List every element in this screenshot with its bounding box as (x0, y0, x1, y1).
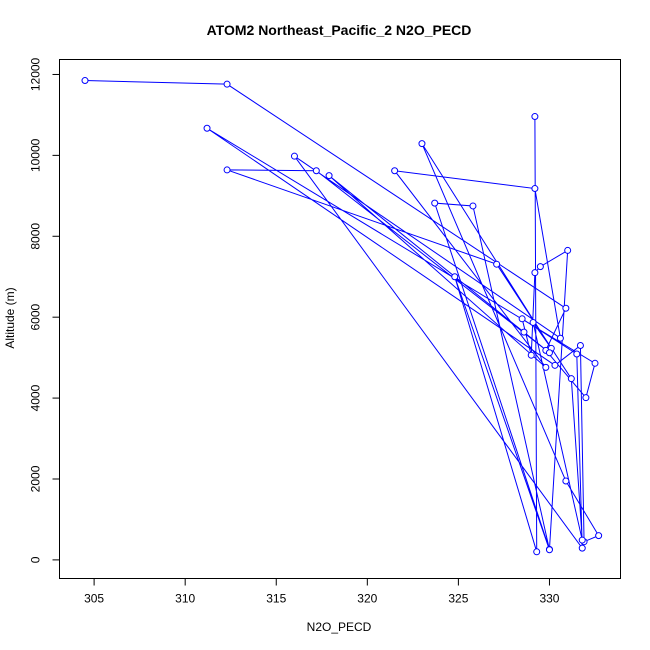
series-layer (81, 77, 603, 556)
y-tick-label: 8000 (29, 223, 43, 250)
data-point (536, 263, 544, 271)
data-point (564, 246, 572, 254)
y-tick-label: 4000 (29, 384, 43, 411)
data-point (576, 342, 584, 349)
data-point (223, 80, 231, 88)
y-tick-label: 2000 (29, 465, 43, 492)
data-point (578, 544, 586, 552)
data-point (312, 167, 320, 175)
data-point (493, 260, 501, 268)
data-point (527, 351, 535, 359)
chart-title: ATOM2 Northeast_Pacific_2 N2O_PECD (207, 22, 472, 38)
data-point (533, 548, 541, 556)
data-point (562, 477, 570, 485)
x-tick-label: 310 (175, 592, 195, 606)
data-point (529, 318, 537, 326)
data-point (223, 166, 231, 174)
x-axis: 305 310 315 320 325 330 (84, 578, 560, 606)
data-point (531, 185, 539, 193)
y-tick-label: 0 (29, 556, 43, 563)
data-point (556, 334, 564, 342)
data-point (81, 77, 89, 85)
data-point (578, 536, 586, 544)
data-point (545, 546, 553, 554)
x-tick-label: 320 (357, 592, 377, 606)
data-point (290, 152, 298, 160)
data-point (469, 202, 477, 210)
data-point (531, 269, 539, 277)
data-point (545, 349, 553, 357)
data-point (551, 361, 559, 369)
data-point (567, 375, 575, 383)
data-point (391, 167, 399, 175)
data-point (203, 124, 211, 132)
data-point (325, 172, 333, 180)
x-tick-label: 315 (266, 592, 286, 606)
x-tick-label: 330 (539, 592, 559, 606)
y-tick-label: 10000 (29, 138, 43, 172)
data-point (431, 199, 439, 207)
series-line (84, 80, 600, 552)
y-axis: 0 2000 4000 6000 8000 10000 12000 (29, 57, 60, 563)
data-point (531, 113, 539, 121)
y-tick-label: 12000 (29, 57, 43, 91)
y-tick-label: 6000 (29, 304, 43, 331)
x-tick-label: 325 (448, 592, 468, 606)
data-point (542, 363, 550, 371)
data-point (573, 350, 581, 358)
data-point (418, 140, 426, 148)
y-axis-label: Altitude (m) (3, 287, 17, 348)
x-tick-label: 305 (84, 592, 104, 606)
data-point (451, 273, 459, 281)
data-point (520, 328, 528, 336)
data-point (582, 394, 590, 402)
data-point (591, 359, 599, 367)
data-point (595, 532, 603, 540)
data-point (518, 315, 526, 323)
data-point (562, 304, 570, 312)
x-axis-label: N2O_PECD (307, 620, 372, 634)
